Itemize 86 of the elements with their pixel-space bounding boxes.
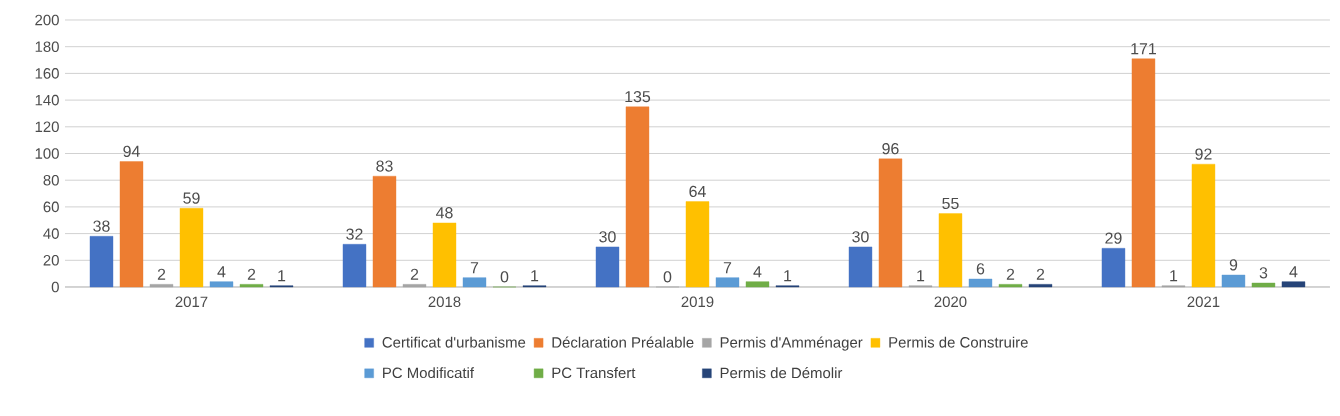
bar	[342, 244, 367, 288]
bar	[179, 208, 204, 288]
legend-label: Permis de Construire	[889, 336, 1028, 348]
legend-label: Déclaration Préalable	[552, 336, 694, 348]
y-tick-label: 140	[35, 94, 59, 106]
bar	[89, 236, 114, 288]
data-label: 2	[1006, 268, 1015, 280]
data-label: 29	[1105, 232, 1122, 244]
x-tick-label: 2017	[175, 296, 208, 308]
data-label: 83	[376, 160, 393, 172]
data-label: 1	[784, 270, 792, 282]
y-tick-label: 60	[43, 201, 59, 213]
data-label: 4	[753, 266, 762, 278]
bar	[878, 158, 903, 288]
bar	[625, 106, 650, 288]
data-label: 0	[663, 271, 672, 283]
y-tick-label: 80	[43, 174, 59, 186]
bar	[119, 161, 144, 288]
bar	[1221, 274, 1246, 288]
y-tick-label: 100	[35, 148, 59, 159]
bar	[1281, 281, 1306, 288]
data-label: 94	[123, 145, 140, 157]
legend-label: PC Modificatif	[383, 367, 475, 379]
data-label: 30	[852, 231, 869, 243]
data-label: 2	[247, 268, 256, 280]
data-label: 32	[346, 228, 363, 240]
y-tick-label: 200	[35, 14, 59, 26]
x-tick-label: 2018	[428, 296, 461, 308]
data-label: 135	[625, 90, 651, 103]
bar	[1101, 248, 1126, 288]
data-label: 2	[157, 268, 166, 280]
y-tick-label: 20	[43, 255, 59, 266]
data-label: 30	[599, 231, 616, 243]
data-label: 1	[1170, 270, 1178, 282]
data-label: 59	[183, 192, 200, 204]
bar	[745, 281, 770, 288]
data-label: 6	[976, 263, 985, 275]
legend-label: Permis d'Amménager	[720, 336, 863, 351]
bar	[1028, 284, 1053, 288]
legend-label: PC Transfert	[552, 367, 636, 379]
data-label: 2	[1036, 268, 1045, 280]
bar	[1251, 282, 1276, 288]
data-label: 1	[531, 270, 539, 282]
bar	[998, 284, 1023, 288]
bar	[848, 246, 873, 288]
data-label: 4	[1289, 266, 1298, 278]
data-label: 38	[93, 220, 110, 232]
bar	[968, 278, 993, 288]
data-label: 3	[1259, 267, 1268, 279]
bar	[715, 277, 740, 288]
y-tick-label: 160	[35, 68, 59, 79]
y-tick-label: 120	[35, 121, 59, 133]
bar	[149, 284, 174, 288]
bar	[402, 284, 427, 288]
data-label: 96	[882, 143, 899, 155]
y-tick-label: 40	[43, 228, 59, 239]
bar	[239, 284, 264, 288]
data-label: 1	[917, 270, 925, 282]
data-label: 7	[723, 262, 732, 274]
y-tick-label: 180	[35, 41, 59, 52]
x-tick-label: 2021	[1187, 296, 1220, 308]
x-tick-label: 2019	[681, 296, 714, 308]
data-label: 1	[278, 270, 286, 282]
data-label: 171	[1131, 43, 1156, 55]
data-label: 55	[942, 197, 959, 210]
bar	[1191, 163, 1216, 288]
data-label: 7	[470, 262, 479, 274]
data-label: 92	[1195, 148, 1212, 160]
data-label: 2	[410, 268, 419, 280]
data-label: 64	[689, 185, 706, 198]
y-tick-label: 0	[51, 281, 59, 293]
bar	[1131, 58, 1156, 288]
bar	[685, 201, 710, 288]
bar	[209, 281, 234, 288]
data-label: 0	[500, 271, 509, 283]
bar	[432, 222, 457, 288]
bar	[462, 277, 487, 288]
legend-label: Certificat d'urbanisme	[382, 336, 526, 348]
legend-label: Permis de Démolir	[720, 367, 843, 379]
bar	[372, 176, 397, 288]
x-tick-label: 2020	[934, 296, 967, 308]
data-label: 48	[435, 207, 453, 219]
data-label: 4	[217, 266, 226, 278]
data-label: 9	[1229, 259, 1238, 271]
bar	[938, 213, 963, 288]
bar	[595, 246, 620, 288]
